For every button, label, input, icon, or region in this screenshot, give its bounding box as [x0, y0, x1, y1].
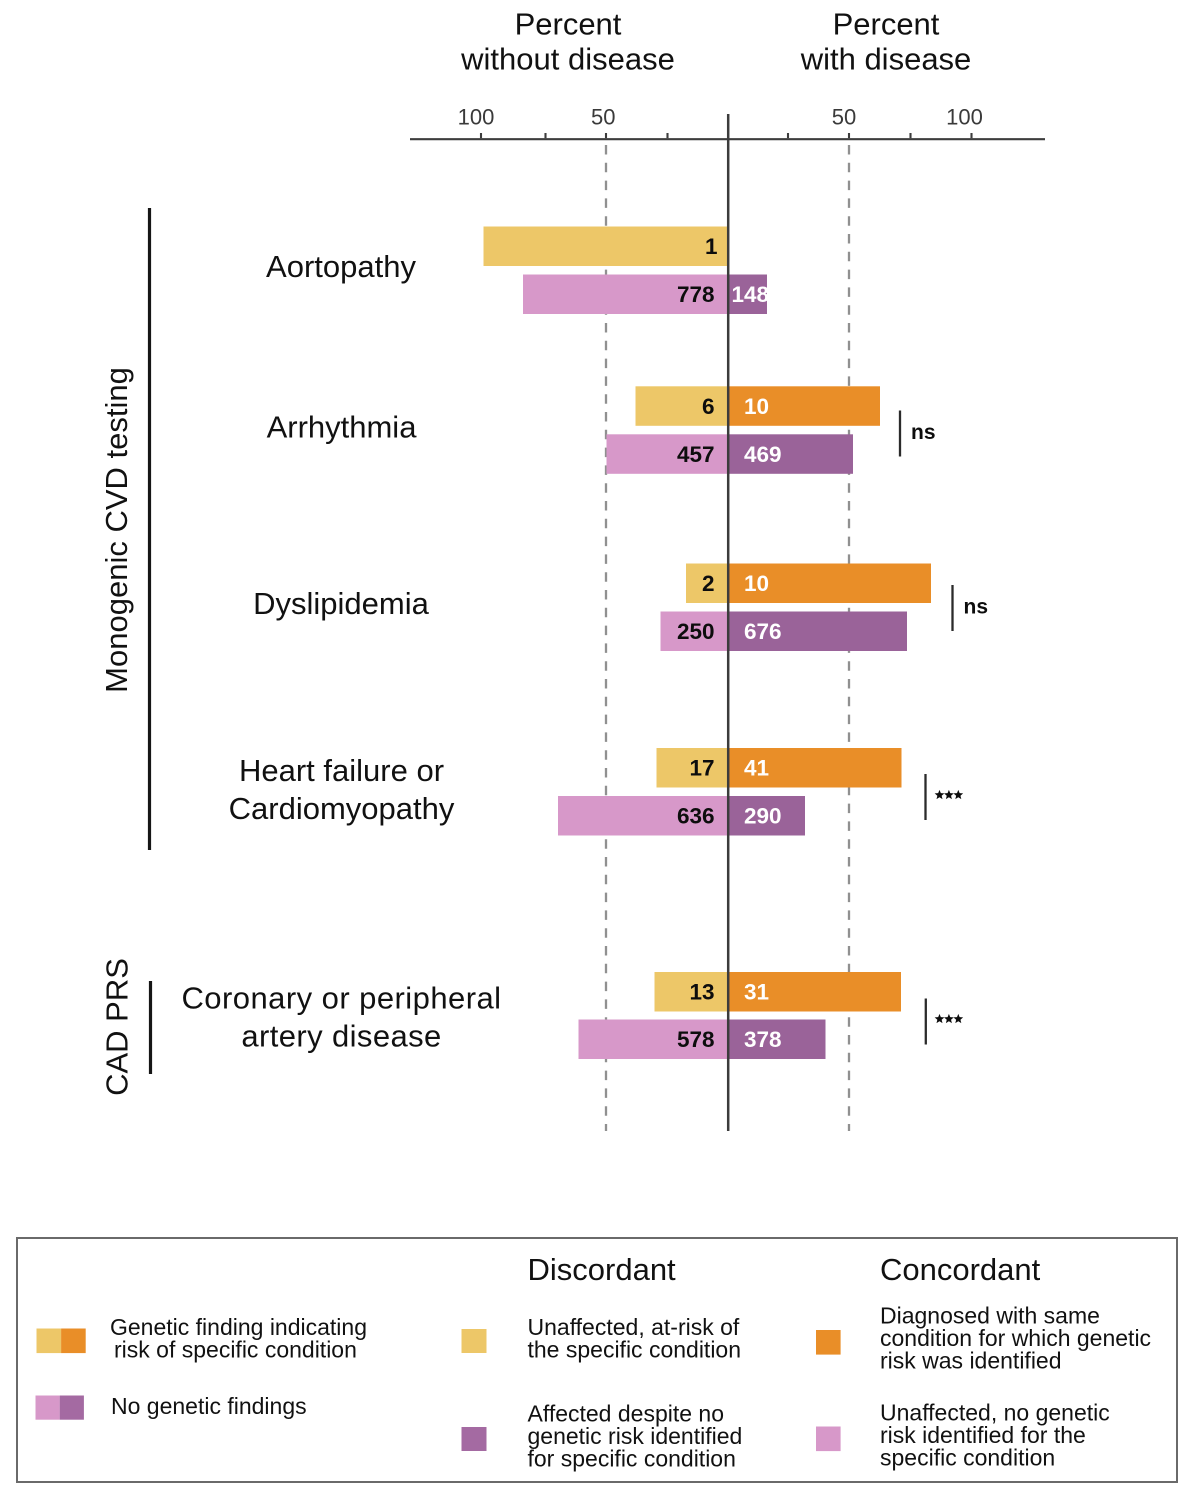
svg-text:Arrhythmia: Arrhythmia — [267, 410, 418, 445]
svg-text:41: 41 — [744, 756, 769, 781]
svg-text:No genetic findings: No genetic findings — [111, 1393, 307, 1419]
svg-text:676: 676 — [744, 619, 782, 644]
svg-text:Percent: Percent — [833, 7, 940, 42]
svg-text:100: 100 — [946, 105, 983, 130]
svg-text:50: 50 — [832, 105, 856, 130]
svg-text:17: 17 — [689, 756, 714, 781]
svg-text:50: 50 — [591, 105, 615, 130]
svg-text:2: 2 — [702, 571, 715, 596]
svg-text:Affected despite no: Affected despite no — [528, 1401, 725, 1427]
svg-text:10: 10 — [744, 571, 769, 596]
svg-text:Aortopathy: Aortopathy — [266, 249, 416, 284]
svg-text:Discordant: Discordant — [528, 1252, 677, 1287]
svg-text:148: 148 — [732, 282, 770, 307]
svg-text:290: 290 — [744, 804, 782, 829]
svg-text:Coronary or peripheral: Coronary or peripheral — [181, 981, 501, 1016]
svg-text:578: 578 — [677, 1027, 715, 1052]
svg-text:Monogenic CVD testing: Monogenic CVD testing — [99, 367, 134, 693]
svg-text:condition for which genetic: condition for which genetic — [880, 1325, 1151, 1351]
svg-text:250: 250 — [677, 619, 715, 644]
svg-text:specific condition: specific condition — [880, 1445, 1055, 1471]
svg-text:Concordant: Concordant — [880, 1252, 1041, 1287]
svg-text:risk identified for the: risk identified for the — [880, 1422, 1086, 1448]
svg-text:457: 457 — [677, 442, 715, 467]
svg-text:with disease: with disease — [800, 42, 972, 77]
svg-text:CAD PRS: CAD PRS — [100, 958, 135, 1096]
svg-text:Diagnosed with same: Diagnosed with same — [880, 1303, 1100, 1329]
svg-text:Unaffected, at-risk of: Unaffected, at-risk of — [528, 1314, 740, 1340]
svg-text:without disease: without disease — [460, 42, 675, 77]
svg-text:Heart failure or: Heart failure or — [239, 753, 444, 788]
svg-text:for specific condition: for specific condition — [528, 1446, 736, 1472]
svg-text:ns: ns — [911, 421, 936, 444]
svg-text:Percent: Percent — [515, 7, 622, 42]
svg-text:31: 31 — [744, 980, 769, 1005]
svg-text:risk of specific condition: risk of specific condition — [114, 1337, 357, 1363]
svg-text:Unaffected, no genetic: Unaffected, no genetic — [880, 1400, 1110, 1426]
svg-text:ns: ns — [964, 596, 989, 619]
svg-text:risk was identified: risk was identified — [880, 1348, 1062, 1374]
svg-text:378: 378 — [744, 1027, 782, 1052]
svg-text:10: 10 — [744, 394, 769, 419]
svg-text:the specific condition: the specific condition — [528, 1337, 742, 1363]
svg-text:genetic risk identified: genetic risk identified — [528, 1423, 743, 1449]
svg-text:6: 6 — [702, 394, 715, 419]
svg-text:Cardiomyopathy: Cardiomyopathy — [229, 791, 455, 826]
svg-text:1: 1 — [705, 234, 718, 259]
svg-text:Dyslipidemia: Dyslipidemia — [253, 586, 429, 621]
svg-text:636: 636 — [677, 804, 715, 829]
svg-text:469: 469 — [744, 442, 782, 467]
svg-text:Genetic finding indicating: Genetic finding indicating — [110, 1314, 367, 1340]
svg-text:artery disease: artery disease — [241, 1019, 441, 1054]
svg-text:13: 13 — [689, 980, 714, 1005]
svg-text:778: 778 — [677, 282, 715, 307]
svg-text:100: 100 — [458, 105, 495, 130]
